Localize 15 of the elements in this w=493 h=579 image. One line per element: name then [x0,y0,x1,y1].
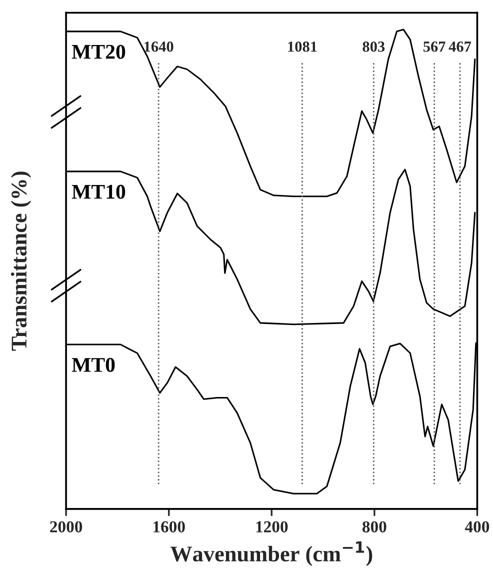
y-axis-title: Transmittance (%) [10,172,32,351]
x-tick-label: 800 [362,521,386,532]
ref-line-label: 467 [448,42,472,52]
x-tick-label: 1600 [154,521,185,532]
x-tick-label: 400 [464,521,490,532]
ref-line-label: 1640 [144,42,174,52]
series-label: MT0 [72,358,115,372]
ref-line-label: 567 [423,42,446,52]
series-label: MT20 [72,44,126,59]
x-tick-label: 1200 [256,521,288,532]
ref-line-label: 1081 [288,42,317,52]
series-label: MT10 [72,184,126,199]
x-axis-title: Wavenumber (cm$^{−1}$) [170,541,372,566]
ref-line-label: 803 [362,42,385,52]
x-tick-label: 2000 [50,521,82,532]
